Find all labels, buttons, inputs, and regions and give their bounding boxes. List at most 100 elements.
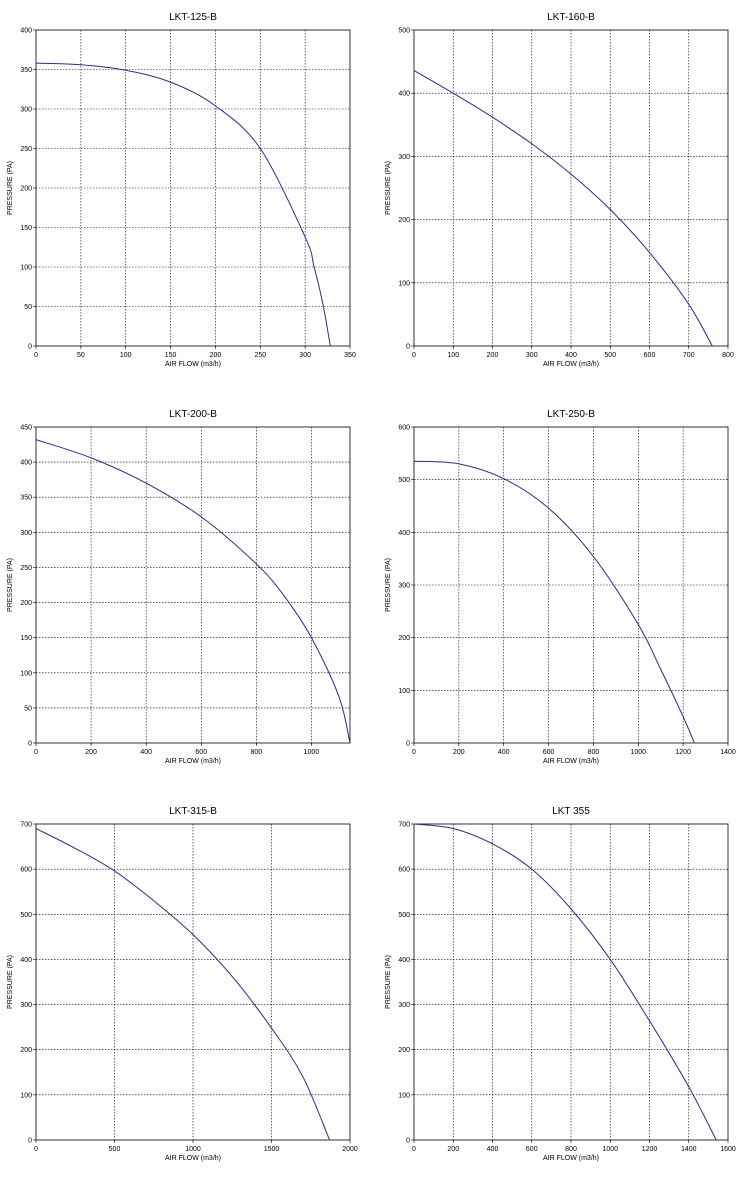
chart-title: LKT-160-B bbox=[547, 12, 595, 23]
x-axis-label: AIR FLOW (m3/h) bbox=[165, 361, 221, 368]
y-tick-label: 0 bbox=[28, 741, 32, 748]
y-tick-label: 200 bbox=[398, 1047, 410, 1054]
series-line bbox=[413, 823, 717, 1141]
y-tick-label: 500 bbox=[398, 477, 410, 484]
y-axis-label: PRESSURE (PA) bbox=[385, 558, 392, 612]
x-tick-label: 200 bbox=[453, 749, 465, 756]
plot-frame bbox=[35, 823, 351, 1141]
chart-title: LKT-125-B bbox=[169, 12, 217, 23]
x-tick-label: 800 bbox=[722, 352, 734, 359]
y-tick-label: 300 bbox=[398, 1002, 410, 1009]
x-tick-label: 1000 bbox=[304, 749, 320, 756]
chart-svg: LKT-315-B 0 500 1000 1500 2000 0 100 200 300 400 50… bbox=[7, 806, 358, 1162]
x-axis-label: AIR FLOW (m3/h) bbox=[543, 361, 599, 368]
x-tick-label: 100 bbox=[120, 352, 132, 359]
chart-title: LKT 355 bbox=[552, 806, 590, 817]
y-tick-label: 100 bbox=[20, 265, 32, 272]
x-tick-label: 0 bbox=[34, 352, 38, 359]
x-tick-label: 0 bbox=[34, 749, 38, 756]
y-tick-label: 300 bbox=[20, 107, 32, 114]
x-tick-label: 50 bbox=[77, 352, 85, 359]
y-axis-label: PRESSURE (PA) bbox=[7, 955, 14, 1009]
y-tick-label: 100 bbox=[20, 1092, 32, 1099]
y-tick-label: 350 bbox=[20, 67, 32, 74]
y-tick-label: 500 bbox=[398, 912, 410, 919]
series-line bbox=[35, 828, 331, 1141]
x-tick-label: 300 bbox=[299, 352, 311, 359]
x-tick-label: 600 bbox=[195, 749, 207, 756]
chart-svg: LKT-200-B 0 200 400 600 800 1000 0 50 100 150 200 25… bbox=[7, 409, 351, 765]
x-tick-label: 0 bbox=[34, 1146, 38, 1153]
y-axis-label: PRESSURE (PA) bbox=[7, 558, 14, 612]
x-tick-label: 0 bbox=[412, 1146, 416, 1153]
chart-title: LKT-250-B bbox=[547, 409, 595, 420]
x-tick-label: 200 bbox=[210, 352, 222, 359]
y-tick-label: 0 bbox=[28, 1138, 32, 1145]
y-tick-label: 0 bbox=[406, 741, 410, 748]
x-tick-label: 1400 bbox=[681, 1146, 697, 1153]
x-tick-label: 600 bbox=[526, 1146, 538, 1153]
plot-frame bbox=[413, 29, 729, 347]
x-axis-label: AIR FLOW (m3/h) bbox=[165, 1155, 221, 1162]
y-axis-label: PRESSURE (PA) bbox=[385, 955, 392, 1009]
y-tick-label: 100 bbox=[398, 688, 410, 695]
x-tick-label: 400 bbox=[487, 1146, 499, 1153]
chart-svg: LKT-160-B 0 100 200 300 400 500 600 700 800 0 100 20… bbox=[385, 12, 734, 368]
x-tick-label: 150 bbox=[165, 352, 177, 359]
chart-lkt-125-b: LKT-125-B 0 50 100 150 200 250 300 350 0 50 100 150 2… bbox=[0, 0, 377, 397]
y-axis-label: PRESSURE (PA) bbox=[7, 161, 14, 215]
y-tick-label: 50 bbox=[24, 705, 32, 712]
chart-title: LKT-200-B bbox=[169, 409, 217, 420]
y-tick-label: 600 bbox=[398, 867, 410, 874]
x-axis-label: AIR FLOW (m3/h) bbox=[165, 758, 221, 765]
x-tick-label: 0 bbox=[412, 749, 416, 756]
chart-lkt-160-b: LKT-160-B 0 100 200 300 400 500 600 700 800 0 100 20… bbox=[378, 0, 755, 397]
x-tick-label: 700 bbox=[683, 352, 695, 359]
y-tick-label: 300 bbox=[20, 530, 32, 537]
x-tick-label: 300 bbox=[526, 352, 538, 359]
chart-lkt-250-b: LKT-250-B 0 200 400 600 800 1000 1200 1400 0 100 20… bbox=[378, 397, 755, 794]
x-tick-label: 350 bbox=[344, 352, 356, 359]
x-tick-label: 1000 bbox=[602, 1146, 618, 1153]
x-tick-label: 600 bbox=[644, 352, 656, 359]
x-axis-label: AIR FLOW (m3/h) bbox=[543, 1155, 599, 1162]
x-tick-label: 1500 bbox=[264, 1146, 280, 1153]
series-line bbox=[413, 70, 713, 347]
y-tick-label: 250 bbox=[20, 565, 32, 572]
y-tick-label: 700 bbox=[20, 822, 32, 829]
y-tick-label: 0 bbox=[28, 344, 32, 351]
y-tick-label: 400 bbox=[20, 957, 32, 964]
x-tick-label: 400 bbox=[140, 749, 152, 756]
x-tick-label: 400 bbox=[498, 749, 510, 756]
y-tick-label: 200 bbox=[20, 1047, 32, 1054]
y-tick-label: 400 bbox=[20, 28, 32, 35]
y-tick-label: 50 bbox=[24, 304, 32, 311]
y-tick-label: 300 bbox=[20, 1002, 32, 1009]
x-tick-label: 800 bbox=[251, 749, 263, 756]
chart-svg: LKT-125-B 0 50 100 150 200 250 300 350 0 50 100 150 2… bbox=[7, 12, 356, 368]
x-tick-label: 250 bbox=[254, 352, 266, 359]
y-tick-label: 300 bbox=[398, 583, 410, 590]
y-tick-label: 100 bbox=[398, 1092, 410, 1099]
y-axis-label: PRESSURE (PA) bbox=[385, 161, 392, 215]
y-tick-label: 400 bbox=[398, 91, 410, 98]
x-tick-label: 600 bbox=[543, 749, 555, 756]
y-tick-label: 500 bbox=[398, 28, 410, 35]
x-tick-label: 1000 bbox=[630, 749, 646, 756]
series-line bbox=[35, 62, 331, 347]
y-tick-label: 600 bbox=[398, 425, 410, 432]
y-tick-label: 200 bbox=[20, 186, 32, 193]
y-tick-label: 0 bbox=[406, 1138, 410, 1145]
chart-lkt-355: LKT 355 0 200 400 600 800 1000 1200 1400 1600 0 100… bbox=[378, 794, 755, 1191]
x-tick-label: 1000 bbox=[185, 1146, 201, 1153]
x-tick-label: 1200 bbox=[642, 1146, 658, 1153]
x-tick-label: 100 bbox=[447, 352, 459, 359]
plot-frame bbox=[35, 426, 351, 744]
y-tick-label: 100 bbox=[20, 670, 32, 677]
series-line bbox=[35, 439, 351, 744]
y-tick-label: 100 bbox=[398, 280, 410, 287]
y-tick-label: 250 bbox=[20, 146, 32, 153]
y-tick-label: 200 bbox=[20, 600, 32, 607]
x-tick-label: 200 bbox=[447, 1146, 459, 1153]
